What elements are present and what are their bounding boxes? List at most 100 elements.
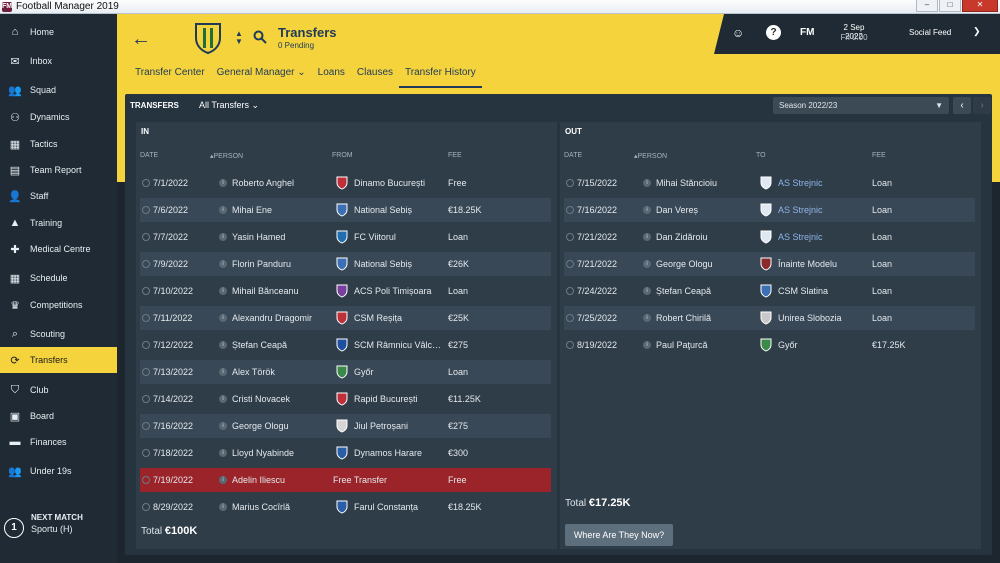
sidebar-item-under-19s[interactable]: 👥 Under 19s <box>0 458 117 484</box>
in-header-from[interactable]: FROM <box>332 152 353 159</box>
player-info-icon[interactable]: i <box>219 233 227 241</box>
player-info-icon[interactable]: i <box>643 260 651 268</box>
player-info-icon[interactable]: i <box>643 314 651 322</box>
minimize-button[interactable]: – <box>916 0 938 12</box>
player-name[interactable]: Robert Chirilă <box>656 313 712 323</box>
sidebar-item-home[interactable]: ⌂ Home <box>0 19 117 45</box>
sidebar-item-inbox[interactable]: ✉ Inbox <box>0 48 117 74</box>
row-select-icon[interactable] <box>142 503 150 511</box>
table-row[interactable]: 7/21/2022 i Dan Zidăroiu AS Strejnic Loan <box>564 225 975 249</box>
tab-loans[interactable]: Loans <box>312 66 351 88</box>
back-arrow-icon[interactable]: ← <box>131 28 151 50</box>
sidebar-item-tactics[interactable]: ▦ Tactics <box>0 131 117 157</box>
club-name[interactable]: Free Transfer <box>333 475 388 485</box>
sidebar-item-dynamics[interactable]: ⚇ Dynamics <box>0 104 117 130</box>
player-info-icon[interactable]: i <box>643 206 651 214</box>
row-select-icon[interactable] <box>142 368 150 376</box>
help-icon[interactable]: ? <box>766 25 781 40</box>
sidebar-item-schedule[interactable]: ▦ Schedule <box>0 265 117 291</box>
player-info-icon[interactable]: i <box>219 422 227 430</box>
player-name[interactable]: Lloyd Nyabinde <box>232 448 295 458</box>
player-info-icon[interactable]: i <box>219 287 227 295</box>
in-header-fee[interactable]: FEE <box>448 152 462 159</box>
player-name[interactable]: Mihai Ene <box>232 205 273 215</box>
table-row[interactable]: 7/13/2022 i Alex Török Győr Loan <box>140 360 551 384</box>
player-name[interactable]: Dan Zidăroiu <box>656 232 708 242</box>
club-name[interactable]: Dynamos Harare <box>354 448 423 458</box>
club-name[interactable]: National Sebiș <box>354 205 413 215</box>
table-row[interactable]: 8/19/2022 i Paul Paţurcă Győr €17.25K <box>564 333 975 357</box>
manager-icon[interactable]: ☺ <box>732 26 745 40</box>
player-name[interactable]: Paul Paţurcă <box>656 340 708 350</box>
sidebar-item-board[interactable]: ▣ Board <box>0 403 117 429</box>
row-select-icon[interactable] <box>142 314 150 322</box>
social-feed-button[interactable]: Social Feed <box>909 28 952 37</box>
club-name[interactable]: FC Viitorul <box>354 232 396 242</box>
tab-clauses[interactable]: Clauses <box>351 66 399 88</box>
previous-season-button[interactable]: ‹ <box>953 97 971 114</box>
row-select-icon[interactable] <box>142 395 150 403</box>
out-header-person[interactable]: ▴PERSON <box>634 153 668 160</box>
player-name[interactable]: Ștefan Ceapă <box>232 340 288 350</box>
club-name[interactable]: Dinamo București <box>354 178 426 188</box>
table-row[interactable]: 7/12/2022 i Ștefan Ceapă SCM Râmnicu Vâlc… €… <box>140 333 551 357</box>
row-select-icon[interactable] <box>566 233 574 241</box>
row-select-icon[interactable] <box>142 287 150 295</box>
player-name[interactable]: Mihai Stăncioiu <box>656 178 718 188</box>
player-info-icon[interactable]: i <box>219 206 227 214</box>
player-name[interactable]: Mihail Bănceanu <box>232 286 299 296</box>
table-row[interactable]: 7/7/2022 i Yasin Hamed FC Viitorul Loan <box>140 225 551 249</box>
in-header-date[interactable]: DATE <box>140 152 159 159</box>
club-name[interactable]: Rapid București <box>354 394 418 404</box>
club-name[interactable]: AS Strejnic <box>778 178 823 188</box>
table-row[interactable]: 7/25/2022 i Robert Chirilă Unirea Slobozia L… <box>564 306 975 330</box>
chevron-right-icon[interactable]: ❯ <box>973 26 981 36</box>
player-name[interactable]: Dan Vereș <box>656 205 699 215</box>
player-info-icon[interactable]: i <box>219 368 227 376</box>
row-select-icon[interactable] <box>142 206 150 214</box>
in-header-person[interactable]: ▴PERSON <box>210 153 244 160</box>
player-info-icon[interactable]: i <box>219 314 227 322</box>
player-info-icon[interactable]: i <box>219 476 227 484</box>
player-info-icon[interactable]: i <box>219 179 227 187</box>
sidebar-item-medical-centre[interactable]: ✚ Medical Centre <box>0 236 117 262</box>
chevron-updown-icon[interactable]: ▲ ▼ <box>235 29 243 46</box>
season-dropdown[interactable]: Season 2022/23 ▼ <box>773 97 949 114</box>
player-name[interactable]: Adelin Iliescu <box>232 475 286 485</box>
row-select-icon[interactable] <box>142 233 150 241</box>
row-select-icon[interactable] <box>142 179 150 187</box>
close-button[interactable]: ✕ <box>962 0 998 12</box>
row-select-icon[interactable] <box>142 341 150 349</box>
player-info-icon[interactable]: i <box>219 341 227 349</box>
table-row[interactable]: 7/14/2022 i Cristi Novacek Rapid București €… <box>140 387 551 411</box>
table-row[interactable]: 7/24/2022 i Ștefan Ceapă CSM Slatina Loan <box>564 279 975 303</box>
club-name[interactable]: CSM Slatina <box>778 286 829 296</box>
out-header-date[interactable]: DATE <box>564 152 583 159</box>
player-info-icon[interactable]: i <box>219 503 227 511</box>
sidebar-item-scouting[interactable]: ⌕ Scouting <box>0 321 117 347</box>
player-name[interactable]: Alex Török <box>232 367 275 377</box>
sidebar-item-training[interactable]: ▲ Training <box>0 210 117 236</box>
player-info-icon[interactable]: i <box>219 449 227 457</box>
club-name[interactable]: Győr <box>354 367 374 377</box>
club-name[interactable]: Jiul Petroșani <box>354 421 409 431</box>
club-name[interactable]: AS Strejnic <box>778 232 823 242</box>
player-name[interactable]: Florin Panduru <box>232 259 292 269</box>
club-name[interactable]: Győr <box>778 340 798 350</box>
row-select-icon[interactable] <box>142 260 150 268</box>
row-select-icon[interactable] <box>566 260 574 268</box>
table-row[interactable]: 7/16/2022 i Dan Vereș AS Strejnic Loan <box>564 198 975 222</box>
player-info-icon[interactable]: i <box>219 260 227 268</box>
player-info-icon[interactable]: i <box>219 395 227 403</box>
table-row[interactable]: 7/16/2022 i George Ologu Jiul Petroșani €275 <box>140 414 551 438</box>
table-row[interactable]: 8/29/2022 i Marius Cocîrlă Farul Constanța €… <box>140 495 551 519</box>
next-match[interactable]: 1 NEXT MATCH Sportu (H) <box>0 510 117 550</box>
sidebar-item-squad[interactable]: 👥 Squad <box>0 77 117 103</box>
player-name[interactable]: Yasin Hamed <box>232 232 286 242</box>
player-name[interactable]: Ștefan Ceapă <box>656 286 712 296</box>
where-are-they-now-button[interactable]: Where Are They Now? <box>565 524 673 546</box>
club-name[interactable]: AS Strejnic <box>778 205 823 215</box>
player-info-icon[interactable]: i <box>643 233 651 241</box>
club-name[interactable]: Unirea Slobozia <box>778 313 842 323</box>
sidebar-item-finances[interactable]: ▬ Finances <box>0 429 117 455</box>
